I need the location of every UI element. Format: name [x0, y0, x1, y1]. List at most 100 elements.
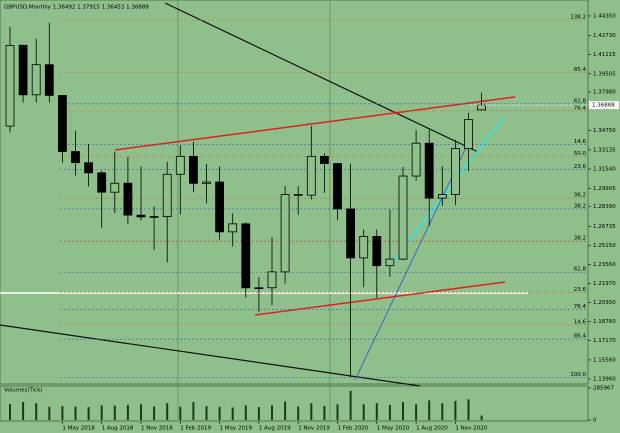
level-label: 61.8	[574, 267, 587, 273]
volume-bar	[362, 404, 365, 420]
y-tick-label: 1.39505	[593, 71, 616, 77]
candle-body	[372, 235, 382, 267]
volume-bar	[153, 406, 156, 420]
candle-body	[319, 155, 329, 164]
y-tick-label: 1.28390	[593, 204, 616, 210]
volume-bar	[113, 405, 116, 420]
volume-bar	[388, 404, 391, 420]
candle-body	[385, 258, 395, 267]
y-tick-label: 1.15560	[593, 357, 616, 363]
trendline	[114, 96, 516, 151]
volume-bar	[61, 406, 64, 420]
volume-title: Volumes(Tick)	[4, 388, 43, 394]
candle-body	[215, 181, 225, 233]
x-tick-label: 1 Feb 2020	[338, 426, 369, 432]
x-tick-label: 1 Nov 2018	[141, 426, 173, 432]
trendline	[164, 2, 479, 153]
level-label: 23.6	[574, 287, 587, 293]
y-tick-label: 1.26735	[593, 224, 616, 230]
volume-bar	[192, 402, 195, 420]
level-label: 14.6	[574, 319, 587, 325]
y-tick-label: 1.29905	[593, 186, 616, 192]
candle-body	[202, 181, 211, 184]
volume-bar	[467, 399, 470, 420]
volume-bar	[218, 406, 221, 420]
volume-bar	[271, 405, 273, 420]
x-tick-label: 1 May 2020	[377, 426, 410, 432]
y-tick-label: 1.18760	[593, 319, 616, 325]
volume-bar	[22, 402, 25, 420]
candle-body	[228, 223, 238, 233]
candle-body	[71, 151, 80, 164]
candle-body	[254, 287, 264, 289]
x-tick-label: 1 Feb 2019	[180, 426, 211, 432]
volume-bar	[126, 404, 129, 420]
candle-body	[136, 214, 146, 218]
volume-bar	[35, 403, 38, 420]
volume-bar	[231, 407, 234, 420]
candle-body	[424, 142, 434, 199]
chart-title: GBPUSD,Monthly 1.36492 1.37915 1.36453 1…	[4, 5, 149, 11]
candle-body	[333, 163, 342, 210]
volume-bar	[284, 401, 287, 420]
level-label: 14.6	[574, 139, 587, 145]
level-label: 85.4	[574, 334, 587, 340]
y-tick-label: 1.33135	[593, 147, 616, 153]
candle-body	[188, 155, 198, 184]
candle-body	[44, 64, 54, 96]
volume-bar	[415, 404, 418, 420]
volume-tick-label: 0	[593, 418, 597, 424]
volume-bar	[257, 407, 260, 420]
candle-body	[162, 173, 172, 217]
y-tick-label: 1.20350	[593, 300, 616, 306]
x-tick-label: 1 Aug 2019	[259, 426, 291, 432]
plot-frame	[0, 0, 589, 385]
candle-body	[5, 45, 15, 127]
level-label: 38.2	[574, 236, 586, 242]
volume-bar	[140, 404, 142, 420]
volume-bar	[375, 403, 378, 420]
volume-bar	[402, 402, 404, 420]
volume-bar	[166, 403, 169, 420]
y-tick-label: 1.25150	[593, 243, 616, 249]
x-tick-label: 1 Nov 2020	[455, 426, 487, 432]
candle-body	[84, 162, 93, 174]
volume-frame	[0, 385, 589, 422]
level-label: 138.2	[570, 15, 586, 21]
volume-bar	[205, 406, 208, 420]
x-tick-label: 1 May 2018	[62, 426, 95, 432]
trendlines	[0, 2, 516, 387]
y-tick-label: 1.23560	[593, 262, 616, 268]
candle-body	[450, 148, 460, 195]
level-label: 50.0	[574, 151, 587, 157]
candle-body	[149, 216, 159, 218]
y-tick-label: 1.21970	[593, 281, 616, 287]
candle-body	[306, 155, 316, 196]
y-tick-label: 1.37980	[593, 90, 616, 96]
volume-bar	[428, 400, 431, 420]
volume-bar	[9, 404, 11, 420]
trendline	[392, 117, 504, 263]
level-label: 61.8	[574, 98, 587, 104]
x-tick-label: 1 Aug 2018	[102, 426, 134, 432]
volume-bar	[87, 407, 90, 420]
level-label: 76.4	[574, 304, 587, 310]
level-label: 100.0	[570, 372, 586, 378]
candle-body	[477, 104, 487, 111]
candle-body	[123, 182, 133, 216]
volume-bar	[336, 404, 339, 420]
y-tick-label: 1.17170	[593, 338, 616, 344]
volume-bar	[179, 406, 182, 420]
volume-bar	[48, 406, 51, 420]
volume-tick-label: 285967	[593, 386, 614, 392]
volume-bar	[480, 415, 483, 420]
y-tick-label: 1.13960	[593, 377, 616, 383]
volume-bar	[310, 403, 313, 420]
volume-bar	[100, 405, 103, 420]
candle-body	[411, 142, 421, 177]
volume-bar	[74, 406, 77, 420]
level-label: 38.2	[574, 193, 586, 199]
candle-body	[110, 182, 120, 193]
